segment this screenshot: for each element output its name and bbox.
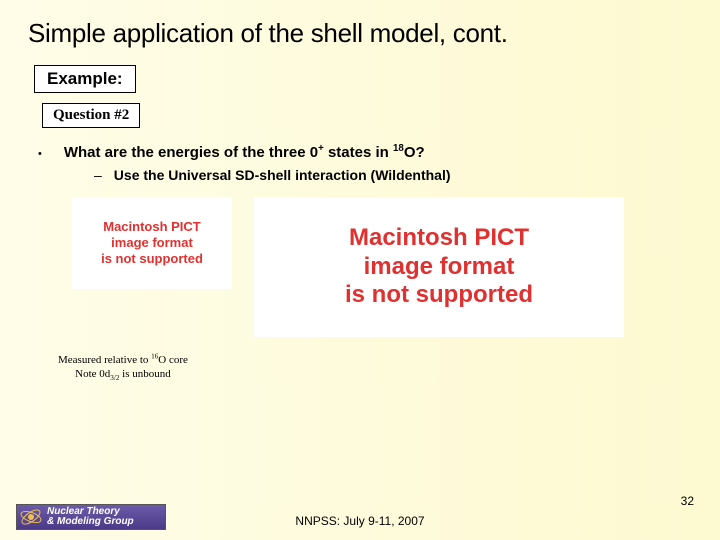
subbullet-row: – Use the Universal SD-shell interaction… bbox=[94, 167, 692, 183]
slide: Simple application of the shell model, c… bbox=[0, 0, 720, 540]
bullet-sup2: 18 bbox=[393, 143, 404, 154]
bullet-pre: What are the energies of the three 0 bbox=[64, 144, 318, 161]
atom-icon bbox=[19, 505, 43, 529]
bullet-mid: states in bbox=[324, 144, 393, 161]
logo-line2: & Modeling Group bbox=[47, 516, 134, 527]
bullet-post: O? bbox=[404, 144, 425, 161]
page-title: Simple application of the shell model, c… bbox=[28, 18, 692, 49]
pict-text-small: Macintosh PICT image format is not suppo… bbox=[101, 219, 203, 268]
pict-small-l2: image format bbox=[111, 235, 193, 250]
note-block: Measured relative to 16O core Note 0d3/2… bbox=[58, 354, 188, 382]
pict-image-large: Macintosh PICT image format is not suppo… bbox=[254, 197, 624, 337]
example-box: Example: bbox=[34, 65, 136, 93]
note-l1-pre: Measured relative to bbox=[58, 354, 151, 366]
question-box: Question #2 bbox=[42, 103, 140, 128]
logo-line1: Nuclear Theory bbox=[47, 506, 120, 517]
pict-small-l1: Macintosh PICT bbox=[103, 219, 201, 234]
subbullet-text: Use the Universal SD-shell interaction (… bbox=[114, 167, 451, 183]
note-l2-pre: Note 0d bbox=[75, 368, 110, 380]
bullet-row: • What are the energies of the three 0+ … bbox=[38, 144, 692, 163]
pict-small-l3: is not supported bbox=[101, 251, 203, 266]
dash-icon: – bbox=[94, 167, 102, 183]
note-l1-post: O core bbox=[158, 354, 188, 366]
images-row: Macintosh PICT image format is not suppo… bbox=[72, 197, 692, 337]
bullet-dot-icon: • bbox=[38, 145, 42, 163]
pict-large-l2: image format bbox=[364, 253, 515, 280]
page-number: 32 bbox=[681, 494, 694, 508]
pict-text-large: Macintosh PICT image format is not suppo… bbox=[345, 224, 533, 310]
bullet-text: What are the energies of the three 0+ st… bbox=[64, 144, 425, 161]
pict-image-small: Macintosh PICT image format is not suppo… bbox=[72, 197, 232, 289]
note-l2-post: is unbound bbox=[119, 368, 170, 380]
pict-large-l3: is not supported bbox=[345, 281, 533, 308]
logo-badge: Nuclear Theory & Modeling Group bbox=[16, 504, 166, 530]
logo-text: Nuclear Theory & Modeling Group bbox=[47, 507, 134, 528]
pict-large-l1: Macintosh PICT bbox=[349, 224, 529, 251]
